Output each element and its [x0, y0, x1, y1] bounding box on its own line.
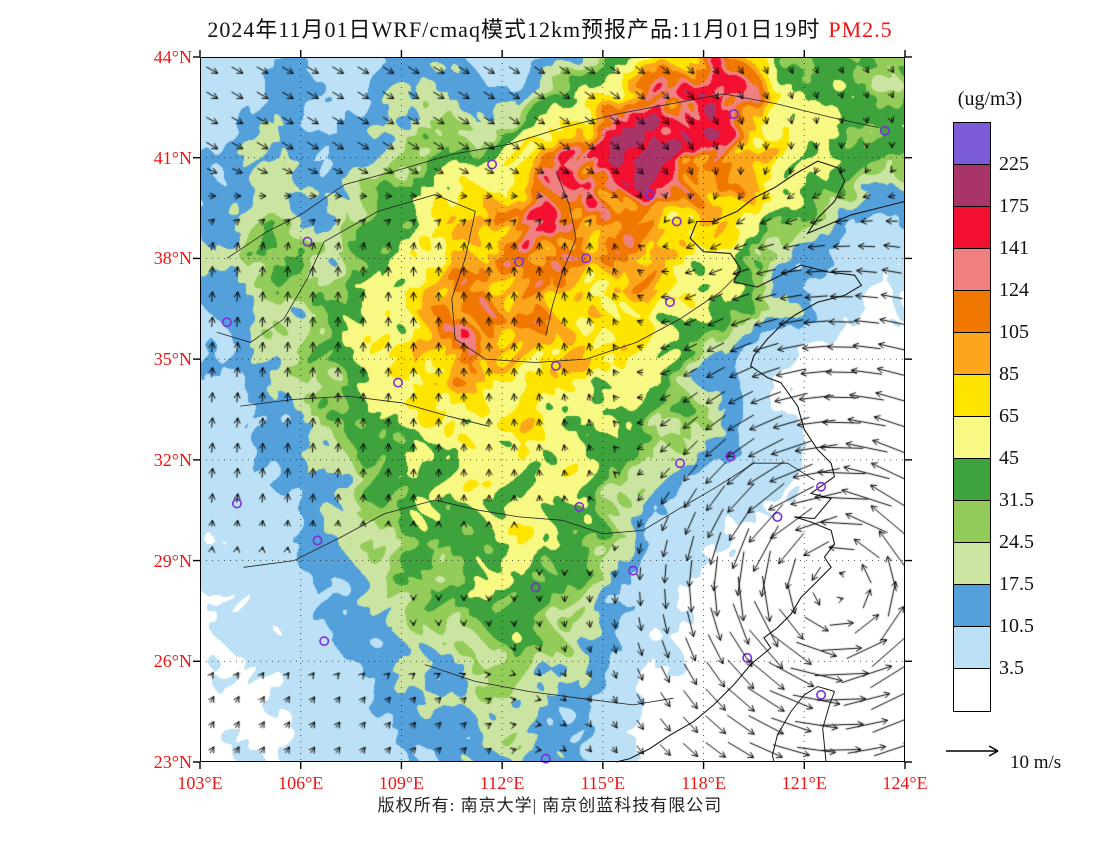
lat-tick-label: 26°N: [153, 651, 192, 672]
lon-tick-label: 115°E: [580, 773, 626, 793]
colorbar-box: [954, 123, 990, 165]
lon-tick-label: 112°E: [479, 773, 525, 793]
map-plot-area: [193, 50, 912, 769]
colorbar-tick-label: 3.5: [999, 657, 1024, 679]
lat-tick-label: 23°N: [153, 752, 192, 772]
colorbar-box: [954, 543, 990, 585]
lon-tick-label: 103°E: [177, 773, 223, 793]
page-title: 2024年11月01日WRF/cmaq模式12km预报产品:11月01日19时 P…: [0, 12, 1100, 44]
lon-tick-label: 124°E: [882, 773, 928, 793]
colorbar-box: [954, 249, 990, 291]
lon-tick-label: 106°E: [278, 773, 324, 793]
colorbar-tick-label: 17.5: [999, 573, 1034, 595]
title-species-pm25: PM2.5: [828, 17, 893, 42]
colorbar-tick-label: 124: [999, 279, 1029, 301]
title-main-text: 2024年11月01日WRF/cmaq模式12km预报产品:11月01日19时: [207, 17, 821, 42]
lat-tick-label: 41°N: [153, 147, 192, 168]
colorbar-tick-label: 105: [999, 321, 1029, 343]
colorbar-box: [954, 501, 990, 543]
lat-tick-label: 35°N: [153, 349, 192, 370]
lon-tick-label: 121°E: [781, 773, 827, 793]
lat-tick-label: 44°N: [153, 47, 192, 67]
lon-tick-label: 109°E: [378, 773, 425, 793]
colorbar-box: [954, 459, 990, 501]
wind-reference-label: 10 m/s: [1010, 752, 1062, 773]
lat-tick-label: 32°N: [153, 449, 192, 470]
colorbar-box: [954, 669, 990, 711]
colorbar: [953, 122, 991, 712]
colorbar-tick-label: 175: [999, 195, 1029, 217]
colorbar-unit-label: (ug/m3): [957, 88, 1023, 110]
colorbar-tick-label: 225: [999, 153, 1029, 175]
colorbar-tick-label: 10.5: [999, 615, 1034, 637]
colorbar-tick-label: 85: [999, 363, 1019, 385]
copyright-text: 版权所有: 南京大学| 南京创蓝科技有限公司: [377, 796, 723, 815]
lat-tick-label: 29°N: [153, 550, 192, 571]
colorbar-box: [954, 291, 990, 333]
colorbar-tick-label: 141: [999, 237, 1029, 259]
wind-reference-arrow: [946, 745, 999, 757]
colorbar-box: [954, 375, 990, 417]
colorbar-box: [954, 165, 990, 207]
colorbar-box: [954, 585, 990, 627]
colorbar-box: [954, 207, 990, 249]
lat-tick-label: 38°N: [153, 248, 192, 269]
colorbar-box: [954, 333, 990, 375]
colorbar-tick-label: 24.5: [999, 531, 1034, 553]
colorbar-tick-label: 65: [999, 405, 1019, 427]
colorbar-box: [954, 417, 990, 459]
colorbar-box: [954, 627, 990, 669]
colorbar-tick-label: 45: [999, 447, 1019, 469]
wind-vectors-canvas: [200, 57, 905, 762]
colorbar-tick-label: 31.5: [999, 489, 1034, 511]
lon-tick-label: 118°E: [681, 773, 726, 793]
